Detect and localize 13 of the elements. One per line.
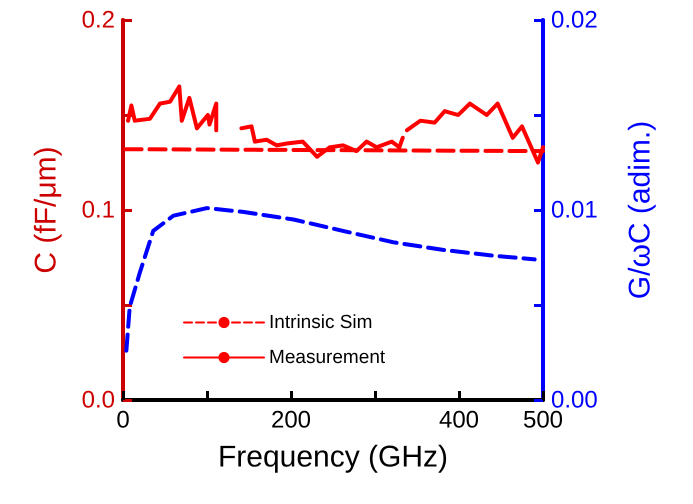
y2-tick-label: 0.02 xyxy=(551,6,598,34)
x-axis-title: Frequency (GHz) xyxy=(218,440,448,474)
y-tick-label: 0.0 xyxy=(82,386,115,414)
y-tick-label: 0.2 xyxy=(82,6,115,34)
x-tick-label: 200 xyxy=(270,406,312,434)
x-tick-label: 400 xyxy=(438,406,480,434)
y-tick-label: 0.1 xyxy=(82,196,115,224)
y2-tick-label: 0.01 xyxy=(551,196,598,224)
y2-axis-title: G/ωC (adim.) xyxy=(624,120,656,300)
legend-label: Measurement xyxy=(269,347,386,368)
y-axis-title: C (fF/μm) xyxy=(30,146,62,274)
legend-label: Intrinsic Sim xyxy=(269,312,372,333)
x-tick-label: 0 xyxy=(116,406,130,434)
